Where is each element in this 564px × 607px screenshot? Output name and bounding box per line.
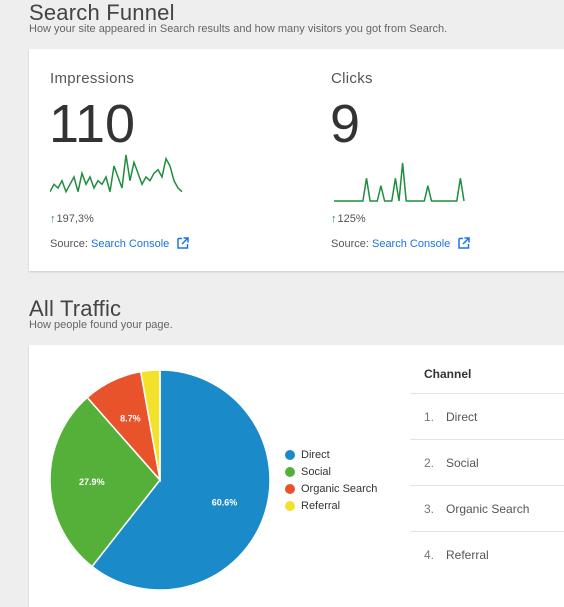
clicks-source: Source: Search Console bbox=[331, 237, 471, 250]
search-console-link[interactable]: Search Console bbox=[371, 238, 451, 250]
channel-row[interactable]: 3. Organic Search bbox=[410, 485, 564, 532]
source-prefix: Source: bbox=[50, 238, 88, 250]
channel-label: Social bbox=[446, 456, 479, 470]
channel-label: Direct bbox=[446, 410, 478, 424]
legend-item-social[interactable]: Social bbox=[285, 463, 377, 480]
channel-label: Organic Search bbox=[446, 502, 530, 516]
clicks-delta: ↑125% bbox=[331, 213, 366, 225]
channel-rank: 2. bbox=[424, 456, 435, 470]
legend-swatch bbox=[285, 466, 295, 477]
impressions-delta: ↑197,3% bbox=[50, 213, 94, 225]
channel-rank: 3. bbox=[424, 502, 435, 516]
legend-item-referral[interactable]: Referral bbox=[285, 497, 377, 514]
legend-label: Organic Search bbox=[301, 482, 378, 495]
traffic-pie-chart: 60.6% 27.9% 8.7% bbox=[49, 369, 271, 591]
impressions-label: Impressions bbox=[50, 70, 135, 87]
pie-slice-direct[interactable] bbox=[90, 369, 271, 591]
pie-slice-referral[interactable] bbox=[139, 369, 161, 481]
search-funnel-subtitle: How your site appeared in Search results… bbox=[29, 23, 448, 35]
search-funnel-card: Impressions 110 ↑197,3% Source: Search C… bbox=[29, 49, 564, 271]
external-link-icon[interactable] bbox=[177, 237, 190, 249]
pie-label-organic-search: 8.7% bbox=[120, 414, 141, 424]
external-link-icon[interactable] bbox=[458, 237, 471, 249]
clicks-delta-value: 125% bbox=[337, 213, 366, 225]
impressions-value: 110 bbox=[49, 94, 136, 154]
channel-row[interactable]: 4. Referral bbox=[410, 531, 564, 578]
impressions-sparkline bbox=[50, 154, 183, 194]
legend-swatch bbox=[285, 483, 295, 494]
legend-label: Social bbox=[301, 465, 331, 478]
legend-swatch bbox=[285, 449, 295, 460]
channel-row[interactable]: 2. Social bbox=[410, 439, 564, 486]
impressions-source: Source: Search Console bbox=[50, 237, 190, 250]
up-arrow-icon: ↑ bbox=[50, 213, 56, 225]
legend-swatch bbox=[285, 500, 295, 511]
legend-label: Referral bbox=[301, 499, 341, 512]
clicks-sparkline bbox=[334, 162, 465, 202]
source-prefix: Source: bbox=[331, 238, 369, 250]
up-arrow-icon: ↑ bbox=[331, 213, 337, 225]
channel-row[interactable]: 1. Direct bbox=[410, 393, 564, 440]
channel-rank: 4. bbox=[424, 548, 435, 562]
impressions-delta-value: 197,3% bbox=[56, 213, 94, 225]
legend-item-direct[interactable]: Direct bbox=[285, 446, 377, 463]
impressions-sparkline-line bbox=[50, 154, 183, 194]
legend-label: Direct bbox=[301, 448, 330, 461]
clicks-label: Clicks bbox=[331, 70, 373, 87]
legend-item-organic-search[interactable]: Organic Search bbox=[285, 480, 377, 497]
all-traffic-title: All Traffic bbox=[29, 296, 122, 321]
pie-label-social: 27.9% bbox=[79, 477, 105, 487]
channel-header: Channel bbox=[424, 367, 472, 381]
clicks-sparkline-line bbox=[334, 162, 465, 202]
search-console-link[interactable]: Search Console bbox=[90, 238, 170, 250]
pie-label-direct: 60.6% bbox=[212, 497, 238, 507]
pie-legend: Direct Social Organic Search Referral bbox=[285, 446, 377, 514]
channel-label: Referral bbox=[446, 548, 489, 562]
clicks-value: 9 bbox=[330, 94, 361, 154]
search-funnel-title: Search Funnel bbox=[29, 0, 175, 25]
channel-rank: 1. bbox=[424, 410, 435, 424]
pie-slice-social[interactable] bbox=[49, 396, 161, 568]
all-traffic-subtitle: How people found your page. bbox=[29, 319, 173, 331]
